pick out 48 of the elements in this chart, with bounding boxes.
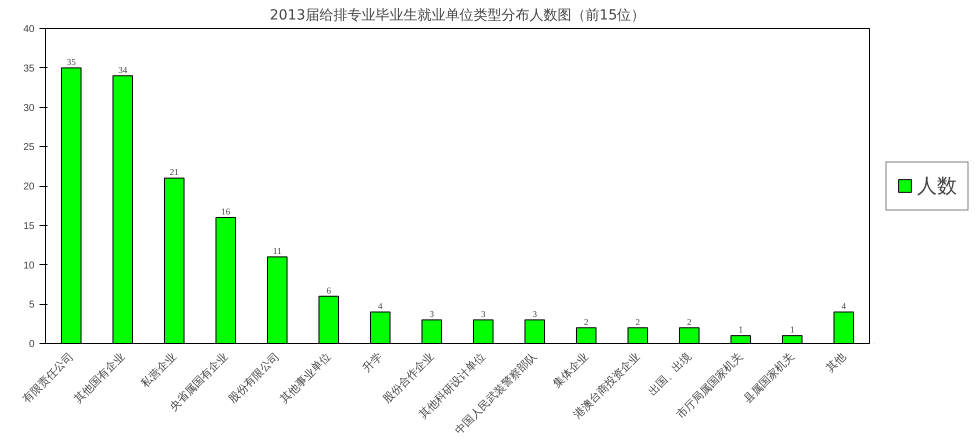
x-tick-label: 私营企业 xyxy=(138,350,179,390)
bar xyxy=(164,178,185,344)
data-label: 11 xyxy=(272,246,282,256)
data-label: 16 xyxy=(221,206,231,216)
data-label: 1 xyxy=(738,324,743,335)
data-label: 4 xyxy=(378,301,383,311)
bar xyxy=(421,319,442,344)
data-label: 3 xyxy=(481,308,486,319)
y-tick-label: 0 xyxy=(28,339,35,350)
chart-title: 2013届给排专业毕业生就业单位类型分布人数图（前15位） xyxy=(270,8,646,24)
bar xyxy=(60,67,82,344)
y-tick-label: 25 xyxy=(23,142,35,154)
data-label: 1 xyxy=(790,324,794,335)
y-tick-label: 35 xyxy=(23,63,35,74)
bar xyxy=(833,312,854,344)
x-tick-label: 集体企业 xyxy=(550,350,591,390)
y-tick-label: 40 xyxy=(23,24,35,35)
bar xyxy=(782,335,803,344)
bar xyxy=(266,256,288,344)
data-label: 4 xyxy=(842,301,846,311)
y-tick-label: 10 xyxy=(23,260,35,272)
data-label: 6 xyxy=(326,285,332,296)
x-tick-label: 其他 xyxy=(824,350,848,375)
data-label: 2 xyxy=(687,316,692,327)
data-label: 2 xyxy=(636,316,640,327)
bar xyxy=(472,319,494,344)
x-tick-label: 升学 xyxy=(360,350,385,375)
data-label: 35 xyxy=(66,56,76,67)
bar xyxy=(678,327,700,344)
bar xyxy=(576,327,597,344)
bar xyxy=(112,75,134,344)
bar xyxy=(318,296,340,344)
bar xyxy=(730,335,752,344)
data-label: 3 xyxy=(532,308,538,319)
bar xyxy=(627,327,648,344)
y-tick-label: 15 xyxy=(23,220,35,232)
data-label: 2 xyxy=(584,316,588,327)
bar xyxy=(370,312,391,344)
x-tick-label: 县属国家机关 xyxy=(740,350,797,406)
bar xyxy=(524,319,546,344)
y-tick-label: 30 xyxy=(23,102,35,114)
bar xyxy=(215,217,236,344)
data-label: 21 xyxy=(170,167,179,178)
data-label: 3 xyxy=(430,308,434,319)
y-tick-label: 20 xyxy=(23,182,35,192)
data-label: 34 xyxy=(118,64,128,75)
legend-label: 人数 xyxy=(917,172,957,199)
y-tick-label: 5 xyxy=(28,300,35,311)
